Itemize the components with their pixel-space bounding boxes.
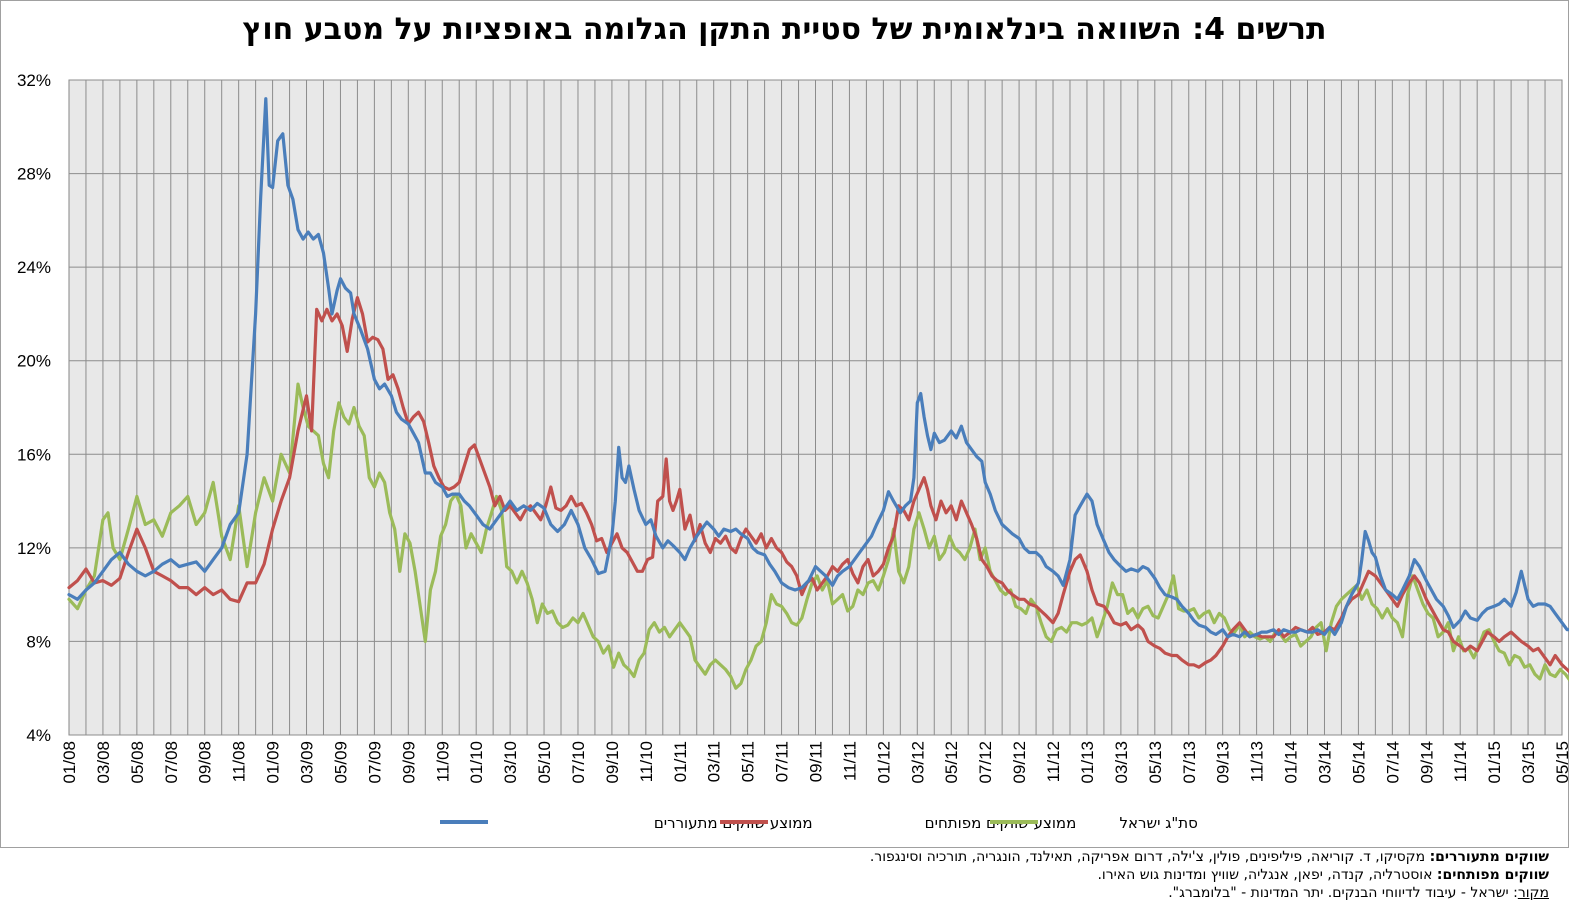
x-tick-label: 09/11 xyxy=(807,741,826,782)
x-tick-label: 01/14 xyxy=(1282,741,1301,784)
y-tick-label: 20% xyxy=(17,352,51,371)
x-tick-label: 07/10 xyxy=(569,741,588,784)
x-tick-label: 07/08 xyxy=(162,741,181,784)
series-group xyxy=(67,97,1569,690)
x-tick-label: 05/14 xyxy=(1349,741,1368,784)
x-tick-label: 07/13 xyxy=(1180,741,1199,784)
emerging-note: שווקים מתעוררים: מקסיקו, ד. קוריאה, פילי… xyxy=(29,848,1549,866)
x-tick-label: 11/13 xyxy=(1248,741,1267,782)
x-tick-label: 03/13 xyxy=(1112,741,1131,784)
x-tick-label: 01/08 xyxy=(60,741,79,784)
emerging-text: מקסיקו, ד. קוריאה, פיליפינים, פולין, צ'י… xyxy=(869,849,1426,865)
y-tick-label: 16% xyxy=(17,445,51,464)
developed-label: שווקים מפותחים: xyxy=(1436,867,1549,883)
x-tick-label: 07/09 xyxy=(365,741,384,784)
x-tick-label: 01/15 xyxy=(1485,741,1504,784)
x-tick-label: 11/14 xyxy=(1451,741,1470,782)
source-note: מקור: ישראל - עיבוד לדיווחי הבנקים. יתר … xyxy=(29,884,1549,902)
x-tick-label: 05/08 xyxy=(128,741,147,784)
y-axis: 4% 8% 12% 16% 20% 24% 28% 32% xyxy=(17,71,51,745)
x-tick-label: 05/12 xyxy=(942,741,961,784)
legend-label: סת"ג ישראל xyxy=(1119,814,1197,832)
x-tick-label: 05/13 xyxy=(1146,741,1165,784)
x-tick-label: 05/10 xyxy=(535,741,554,784)
x-tick-label: 05/15 xyxy=(1553,741,1569,784)
x-tick-label: 01/12 xyxy=(874,741,893,784)
x-tick-label: 09/08 xyxy=(196,741,215,784)
x-tick-label: 03/14 xyxy=(1315,741,1334,784)
y-tick-label: 8% xyxy=(26,632,51,651)
x-tick-label: 03/09 xyxy=(298,741,317,784)
x-tick-label: 11/08 xyxy=(230,741,249,782)
developed-text: אוסטרליה, קנדה, יפאן, אנגליה, שוויץ ומדי… xyxy=(1097,867,1433,883)
x-tick-label: 05/09 xyxy=(331,741,350,784)
chart-svg: 4% 8% 12% 16% 20% 24% 28% 32% 01/08 03/08 05/08 07… xyxy=(17,71,1569,832)
x-tick-label: 11/10 xyxy=(637,741,656,782)
gridlines xyxy=(69,79,1562,736)
y-tick-label: 28% xyxy=(17,165,51,184)
y-tick-label: 24% xyxy=(17,258,51,277)
series-line-2 xyxy=(67,382,1569,690)
x-tick-label: 01/10 xyxy=(467,741,486,784)
source-label: מקור xyxy=(1517,885,1549,901)
x-tick-label: 07/14 xyxy=(1383,741,1402,784)
x-tick-label: 05/11 xyxy=(739,741,758,782)
x-tick-label: 09/09 xyxy=(399,741,418,784)
x-tick-label: 03/11 xyxy=(705,741,724,782)
x-tick-label: 01/13 xyxy=(1078,741,1097,784)
x-tick-label: 11/12 xyxy=(1044,741,1063,782)
x-tick-label: 09/10 xyxy=(603,741,622,784)
x-tick-label: 09/14 xyxy=(1417,741,1436,784)
footnotes: שווקים מתעוררים: מקסיקו, ד. קוריאה, פילי… xyxy=(29,848,1549,902)
x-tick-label: 01/11 xyxy=(671,741,690,782)
x-tick-label: 11/09 xyxy=(433,741,452,782)
x-tick-label: 07/11 xyxy=(773,741,792,782)
x-tick-label: 03/15 xyxy=(1519,741,1538,784)
chart-title: תרשים 4: השוואה בינלאומית של סטיית התקן … xyxy=(242,12,1327,47)
x-tick-label: 03/12 xyxy=(908,741,927,784)
series-line-1 xyxy=(67,296,1569,674)
x-tick-label: 01/09 xyxy=(264,741,283,784)
x-tick-label: 11/11 xyxy=(840,741,859,781)
source-text: : ישראל - עיבוד לדיווחי הבנקים. יתר המדי… xyxy=(1168,885,1518,901)
x-tick-label: 09/13 xyxy=(1214,741,1233,784)
y-tick-label: 32% xyxy=(17,71,51,90)
y-tick-label: 4% xyxy=(26,726,51,745)
y-tick-label: 12% xyxy=(17,539,51,558)
x-axis: 01/08 03/08 05/08 07/08 09/08 11/08 01/09 03/09… xyxy=(60,741,1569,784)
x-tick-label: 09/12 xyxy=(1010,741,1029,784)
x-tick-label: 03/10 xyxy=(501,741,520,784)
developed-note: שווקים מפותחים: אוסטרליה, קנדה, יפאן, אנ… xyxy=(29,866,1549,884)
emerging-label: שווקים מתעוררים: xyxy=(1429,849,1549,865)
series-line-0 xyxy=(67,97,1569,639)
x-tick-label: 07/12 xyxy=(976,741,995,784)
x-tick-label: 03/08 xyxy=(94,741,113,784)
